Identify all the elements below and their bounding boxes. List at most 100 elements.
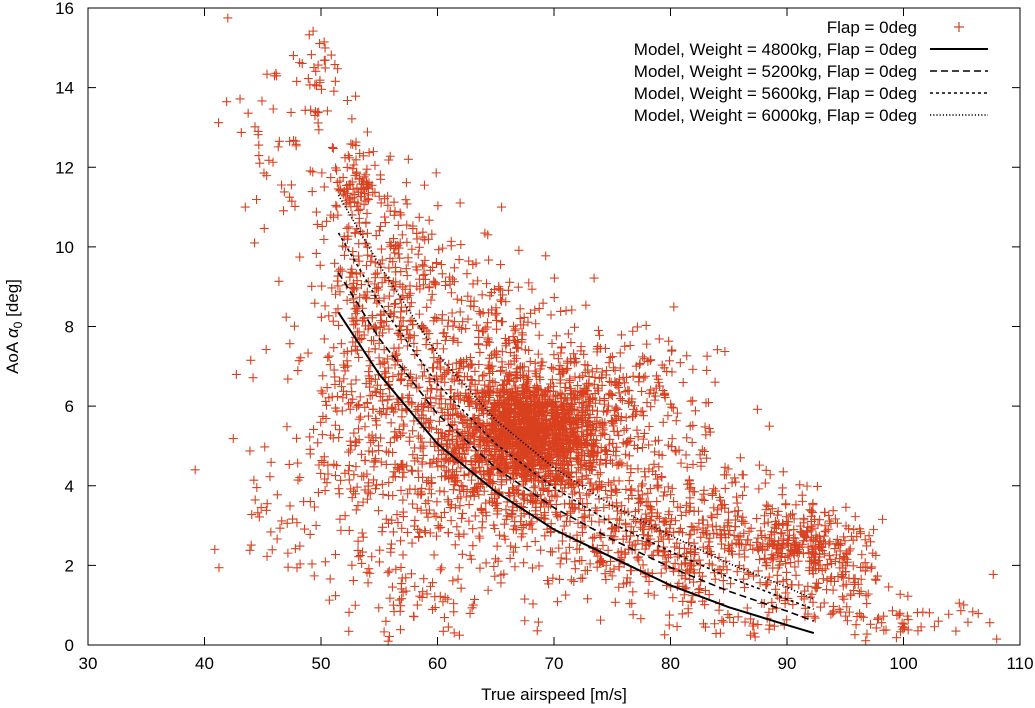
scatter-point (510, 381, 520, 391)
scatter-point (701, 430, 711, 440)
y-tick-label: 12 (55, 158, 74, 177)
y-tick-label: 0 (65, 636, 74, 655)
scatter-point (582, 379, 592, 389)
scatter-point (459, 470, 469, 480)
scatter-point (456, 463, 466, 473)
scatter-point (597, 380, 607, 390)
scatter-point (574, 488, 584, 498)
scatter-point (548, 364, 558, 374)
x-tick-label: 90 (778, 654, 797, 673)
scatter-point (468, 541, 478, 551)
scatter-point (563, 445, 573, 455)
scatter-point (468, 524, 478, 534)
scatter-point (231, 369, 241, 379)
scatter-point (502, 385, 512, 395)
scatter-point (559, 521, 569, 531)
scatter-point (528, 386, 538, 396)
scatter-point (547, 375, 557, 385)
scatter-points (190, 13, 1002, 646)
scatter-point (537, 460, 547, 470)
scatter-point (478, 419, 488, 429)
y-axis-title-suffix: [deg] (3, 279, 22, 322)
scatter-point (575, 391, 585, 401)
scatter-point (547, 339, 557, 349)
scatter-point (498, 406, 508, 416)
scatter-point (456, 481, 466, 491)
scatter-point (672, 408, 682, 418)
scatter-point (644, 577, 654, 587)
scatter-point (455, 394, 465, 404)
scatter-point (330, 550, 340, 560)
y-tick-label: 2 (65, 556, 74, 575)
x-tick-label: 100 (889, 654, 917, 673)
scatter-point (595, 395, 605, 405)
scatter-point (642, 339, 652, 349)
scatter-point (348, 576, 358, 586)
scatter-point (490, 571, 500, 581)
scatter-point (336, 525, 346, 535)
scatter-point (592, 419, 602, 429)
x-tick-label: 40 (195, 654, 214, 673)
scatter-point (432, 531, 442, 541)
x-axis-title: True airspeed [m/s] (481, 685, 627, 704)
x-tick-label: 70 (545, 654, 564, 673)
scatter-point (610, 485, 620, 495)
scatter-point (252, 483, 262, 493)
scatter-point (546, 466, 556, 476)
scatter-point (487, 409, 497, 419)
scatter-point (536, 464, 546, 474)
legend-label: Model, Weight = 5200kg, Flap = 0deg (634, 62, 917, 81)
scatter-point (556, 393, 566, 403)
x-tick-label: 60 (428, 654, 447, 673)
scatter-point (602, 407, 612, 417)
scatter-point (603, 401, 613, 411)
scatter-point (553, 415, 563, 425)
scatter-point (550, 429, 560, 439)
scatter-point (506, 541, 516, 551)
scatter-point (474, 490, 484, 500)
scatter-point (489, 562, 499, 572)
scatter-point (505, 369, 515, 379)
scatter-point (300, 524, 310, 534)
scatter-point (510, 338, 520, 348)
scatter-point (545, 387, 555, 397)
scatter-point (593, 470, 603, 480)
y-tick-label: 6 (65, 397, 74, 416)
y-tick-label: 8 (65, 318, 74, 337)
scatter-point (474, 411, 484, 421)
scatter-point (439, 487, 449, 497)
scatter-point (421, 393, 431, 403)
y-tick-label: 10 (55, 238, 74, 257)
scatter-point (712, 345, 722, 355)
scatter-point (605, 434, 615, 444)
scatter-point (545, 417, 555, 427)
scatter-point (561, 382, 571, 392)
scatter-point (506, 405, 516, 415)
scatter-point (578, 399, 588, 409)
scatter-point (313, 438, 323, 448)
scatter-point (546, 362, 556, 372)
scatter-point (599, 393, 609, 403)
scatter-point (489, 520, 499, 530)
scatter-point (709, 484, 719, 494)
scatter-point (556, 348, 566, 358)
scatter-point (688, 459, 698, 469)
scatter-point (560, 415, 570, 425)
legend-label: Model, Weight = 4800kg, Flap = 0deg (634, 40, 917, 59)
scatter-point (552, 458, 562, 468)
scatter-point (643, 488, 653, 498)
scatter-point (550, 490, 560, 500)
scatter-point (504, 488, 514, 498)
scatter-point (490, 450, 500, 460)
x-tick-label: 50 (312, 654, 331, 673)
y-axis-title-prefix: AoA (3, 338, 22, 374)
scatter-point (522, 541, 532, 551)
scatter-point (697, 445, 707, 455)
scatter-point (502, 511, 512, 521)
scatter-point (530, 481, 540, 491)
scatter-point (486, 478, 496, 488)
scatter-point (504, 488, 514, 498)
scatter-point (557, 423, 567, 433)
